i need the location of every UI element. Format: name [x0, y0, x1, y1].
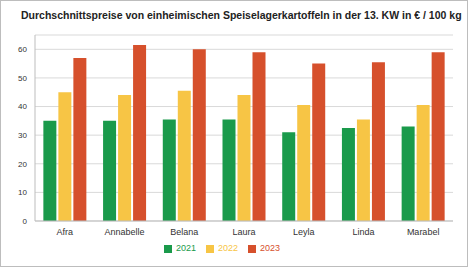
svg-text:Afra: Afra [57, 227, 74, 237]
svg-text:0: 0 [23, 217, 28, 226]
html-text:2021: 2021 [176, 243, 196, 253]
svg-text:Linda: Linda [352, 227, 374, 237]
html-text:2023: 2023 [260, 243, 280, 253]
html-text:Durchschnittspreise von einhei: Durchschnittspreise von einheimischen Sp… [21, 9, 462, 21]
svg-text:50: 50 [18, 74, 27, 83]
svg-text:Laura: Laura [232, 227, 255, 237]
svg-text:30: 30 [18, 131, 27, 140]
html-text:2022: 2022 [218, 243, 238, 253]
svg-text:20: 20 [18, 160, 27, 169]
svg-text:10: 10 [18, 188, 27, 197]
svg-text:Leyla: Leyla [293, 227, 315, 237]
svg-text:60: 60 [18, 45, 27, 54]
svg-text:Marabel: Marabel [407, 227, 440, 237]
svg-text:40: 40 [18, 102, 27, 111]
svg-text:Belana: Belana [170, 227, 198, 237]
svg-text:Annabelle: Annabelle [105, 227, 145, 237]
